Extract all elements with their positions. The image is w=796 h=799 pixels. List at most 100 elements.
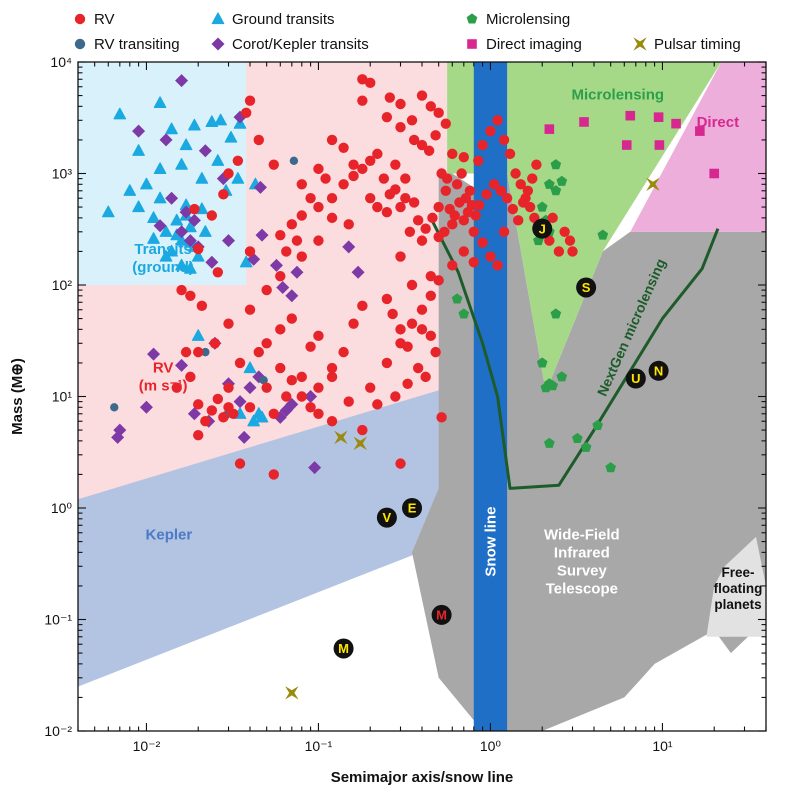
- data-point-rv: [381, 293, 393, 305]
- y-tick-label: 10⁰: [51, 500, 73, 516]
- data-point-rv: [498, 226, 510, 238]
- legend-marker-corot-kepler-transits: [211, 37, 225, 51]
- data-point-rv: [348, 318, 359, 329]
- data-point-rv: [447, 260, 458, 271]
- region-label-snow-line: Snow line: [482, 507, 499, 577]
- data-point-rv: [286, 375, 298, 386]
- data-point-rv: [268, 159, 279, 170]
- region-label-transits-ground: Transits (ground): [132, 241, 194, 276]
- data-point-rv: [408, 197, 420, 208]
- regions-layer: [78, 62, 766, 731]
- data-point-corot-kepler-transits: [205, 255, 219, 269]
- data-point-microlensing: [458, 308, 470, 319]
- data-point-microlensing: [572, 432, 583, 444]
- data-point-direct-imaging: [671, 118, 681, 129]
- data-point-corot-kepler-transits: [269, 258, 283, 272]
- data-point-rv: [196, 300, 208, 312]
- data-point-rv: [402, 378, 413, 389]
- data-point-rv: [268, 408, 279, 419]
- data-point-ground-transits: [113, 107, 127, 120]
- data-point-rv: [372, 399, 383, 410]
- points-layer: [101, 74, 720, 700]
- data-point-rv: [296, 179, 307, 190]
- series-rv: [171, 74, 578, 480]
- data-point-pulsar-timing: [353, 436, 367, 451]
- data-point-rv: [408, 134, 420, 146]
- data-point-rv: [365, 382, 376, 393]
- region-snow-line: [473, 62, 508, 731]
- data-point-microlensing: [605, 462, 616, 473]
- data-point-rv: [171, 382, 182, 393]
- x-axis-title: Semimajor axis/snow line: [331, 769, 514, 786]
- region-label-line: Kepler: [146, 527, 193, 544]
- data-point-direct-imaging: [621, 140, 632, 150]
- solar-planet-disc: [376, 507, 397, 528]
- data-point-ground-transits: [123, 184, 137, 196]
- data-point-rv: [510, 168, 521, 179]
- region-microlensing: [447, 62, 722, 392]
- data-point-rv: [527, 173, 538, 184]
- region-label-line: floating: [714, 581, 763, 596]
- data-point-rv: [395, 458, 406, 469]
- data-point-rv: [420, 371, 431, 383]
- data-point-ground-transits: [255, 410, 269, 423]
- data-point-rv: [515, 179, 526, 190]
- legend-label: Pulsar timing: [654, 36, 741, 53]
- data-point-corot-kepler-transits: [159, 133, 173, 147]
- data-point-rv: [395, 98, 406, 110]
- solar-planet-s: S: [576, 277, 597, 298]
- x-tick-label: 10⁻¹: [305, 738, 333, 754]
- data-point-rv: [212, 393, 224, 405]
- data-point-rv: [425, 270, 436, 282]
- data-point-rv: [564, 235, 576, 246]
- legend-label: RV transiting: [94, 36, 180, 53]
- data-point-rv: [338, 346, 349, 358]
- y-tick-label: 10³: [52, 166, 73, 182]
- data-point-corot-kepler-transits: [290, 265, 304, 279]
- solar-system-layer: J S UN V E M M: [333, 218, 669, 659]
- nextgen-curve-layer: [429, 217, 720, 490]
- data-point-microlensing: [556, 371, 568, 382]
- data-point-rv: [326, 416, 338, 427]
- data-point-corot-kepler-transits: [285, 289, 299, 303]
- data-point-rv: [281, 391, 292, 402]
- data-point-microlensing: [536, 201, 548, 212]
- solar-planet-disc: [625, 368, 646, 389]
- solar-planet-disc: [532, 218, 553, 239]
- data-point-rv: [436, 412, 447, 423]
- data-point-corot-kepler-transits: [111, 430, 125, 444]
- data-point-rv: [268, 469, 279, 480]
- data-point-ground-transits: [153, 96, 167, 108]
- solar-planet-disc: [402, 498, 423, 518]
- data-point-rv: [372, 148, 383, 160]
- data-point-microlensing: [597, 229, 609, 240]
- data-point-rv: [228, 408, 239, 419]
- data-point-rv: [470, 210, 481, 221]
- data-point-ground-transits: [147, 232, 160, 244]
- data-point-corot-kepler-transits: [175, 225, 189, 239]
- solar-planet-label: J: [539, 221, 546, 236]
- data-point-rv: [357, 300, 368, 312]
- data-point-corot-kepler-transits: [222, 234, 236, 248]
- data-point-rv: [567, 246, 578, 257]
- data-point-corot-kepler-transits: [187, 407, 201, 421]
- region-label-line: Infrared: [554, 545, 610, 562]
- data-point-direct-imaging: [653, 112, 664, 122]
- data-point-ground-transits: [132, 144, 145, 156]
- data-point-ground-transits: [179, 138, 193, 151]
- data-point-rv: [547, 212, 558, 224]
- data-point-rv: [531, 159, 542, 170]
- data-point-rv: [522, 185, 534, 196]
- data-point-ground-transits: [199, 225, 212, 237]
- data-point-rv: [456, 168, 467, 179]
- data-point-ground-transits: [239, 255, 253, 268]
- data-point-microlensing: [536, 357, 548, 368]
- data-point-rv: [313, 163, 324, 175]
- data-point-ground-transits: [170, 213, 184, 226]
- solar-planet-n: N: [648, 360, 669, 381]
- data-point-rv: [305, 402, 316, 413]
- data-point-rv: [338, 179, 349, 190]
- data-point-rv: [357, 95, 368, 106]
